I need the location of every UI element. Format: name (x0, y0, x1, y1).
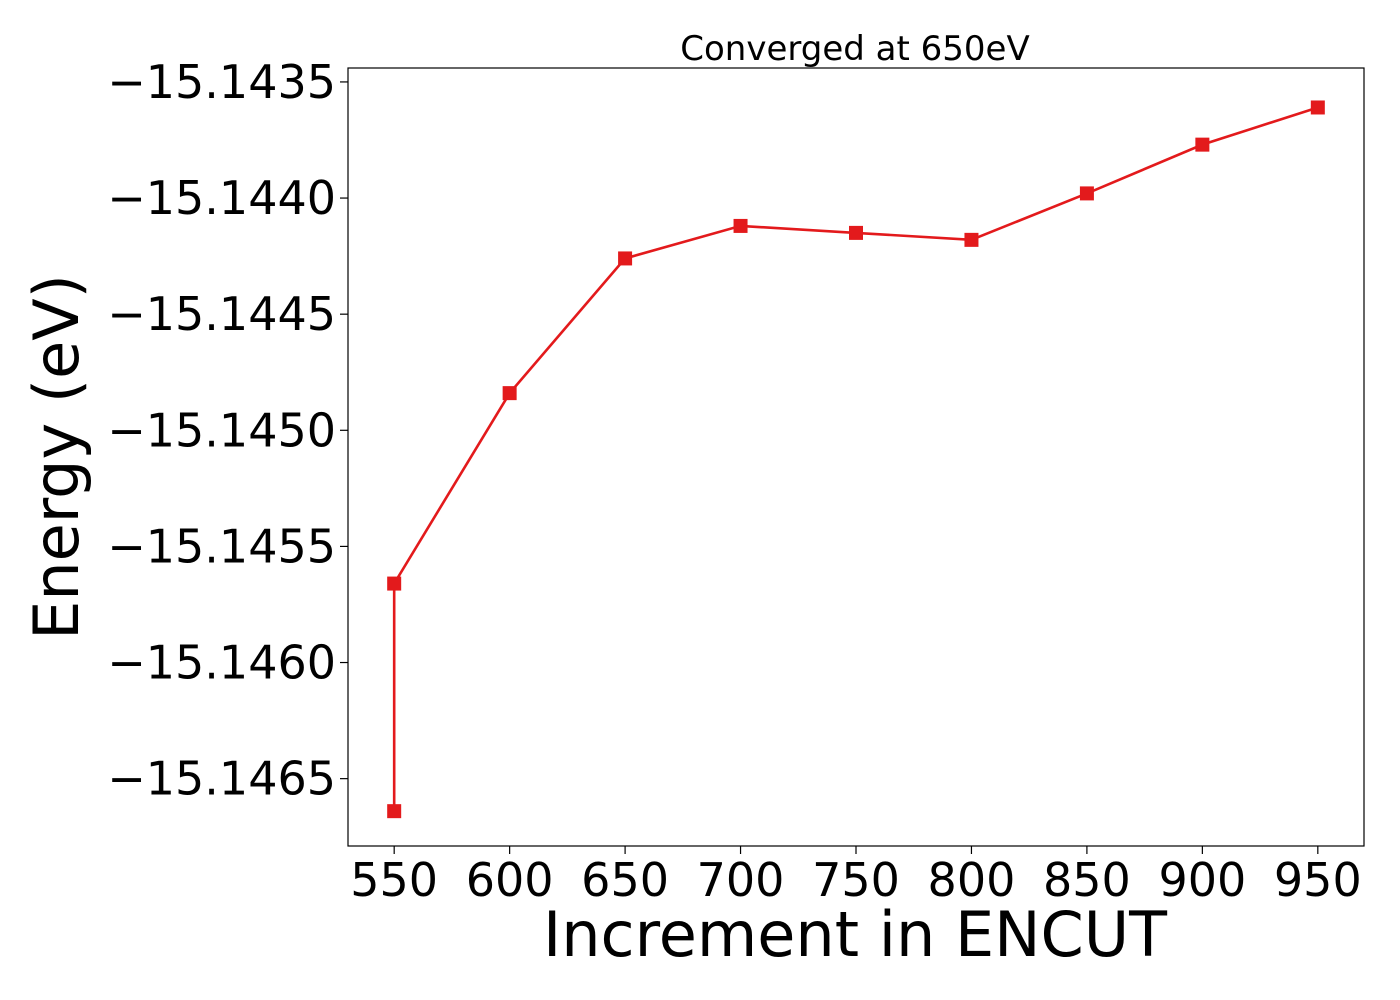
data-point-marker (502, 386, 517, 401)
x-axis-ticks: 550 600 650 700 750 800 850 900 950 (350, 846, 1362, 907)
x-tick-label: 750 (812, 853, 900, 907)
plot-frame (347, 67, 1365, 847)
data-point-marker (1195, 137, 1210, 152)
x-tick-label: 550 (350, 853, 438, 907)
x-tick-label: 950 (1274, 853, 1362, 907)
data-point-marker (387, 576, 402, 591)
data-point-marker (618, 251, 633, 266)
y-tick-label: −15.1440 (107, 171, 336, 225)
y-axis-ticks: −15.1435 −15.1440 −15.1445 −15.1450 −15.1455… (107, 55, 348, 806)
data-point-marker (733, 218, 748, 233)
x-tick-label: 650 (581, 853, 669, 907)
x-tick-label: 600 (466, 853, 554, 907)
data-point-marker (387, 804, 402, 819)
series-layer (387, 100, 1325, 819)
y-tick-label: −15.1465 (107, 752, 336, 806)
chart-title: Converged at 650eV (680, 29, 1029, 69)
x-tick-label: 700 (697, 853, 785, 907)
data-point-marker (1079, 186, 1094, 201)
y-tick-label: −15.1450 (107, 403, 336, 457)
y-tick-label: −15.1455 (107, 519, 336, 573)
x-tick-label: 900 (1158, 853, 1246, 907)
y-tick-label: −15.1445 (107, 287, 336, 341)
data-point-marker (964, 232, 979, 247)
x-tick-label: 800 (928, 853, 1016, 907)
data-point-marker (849, 225, 863, 240)
x-tick-label: 850 (1043, 853, 1131, 907)
series-line (392, 106, 1319, 812)
y-axis-label: Energy (eV) (20, 274, 93, 640)
data-point-marker (1310, 100, 1325, 115)
x-axis-label: Increment in ENCUT (543, 898, 1168, 971)
y-tick-label: −15.1460 (107, 636, 336, 690)
y-tick-label: −15.1435 (107, 55, 336, 109)
